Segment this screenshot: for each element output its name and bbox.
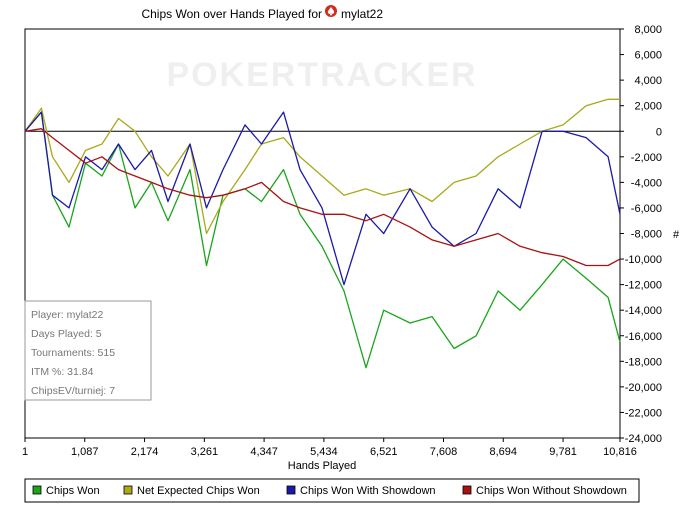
y-tick-label: -24,000 [625,433,662,445]
series-line-chips-won [24,111,621,369]
y-tick-label: -4,000 [631,177,662,189]
x-tick-label: 3,261 [191,446,219,458]
y-tick-label: 0 [656,126,662,138]
x-tick-label: 7,608 [430,446,458,458]
x-tick-label: 6,521 [370,446,398,458]
player-info-box: Player: mylat22 Days Played: 5 Tournamen… [24,300,152,401]
chart-title: Chips Won over Hands Played for [141,7,322,21]
legend-swatch [123,485,133,495]
x-axis: 1 1,087 2,174 3,261 4,347 5,434 6,521 7,608 8,69… [22,438,637,458]
spade-icon [325,5,337,17]
x-tick-label: 1 [22,446,28,458]
y-tick-label: -6,000 [631,203,662,215]
series-line-chips-won-without-showdown [24,128,621,267]
legend-label: Chips Won With Showdown [300,485,436,497]
x-tick-label: 10,816 [603,446,637,458]
series-line-net-expected-chips-won [24,98,620,235]
x-axis-label: Hands Played [288,460,357,472]
player-name: mylat22 [341,7,383,21]
y-tick-label: -12,000 [625,280,662,292]
y-tick-label: -18,000 [625,356,662,368]
x-tick-label: 2,174 [131,446,159,458]
legend: Chips Won Net Expected Chips Won Chips Won… [24,478,640,503]
legend-label: Chips Won Without Showdown [476,485,627,497]
x-tick-label: 5,434 [310,446,338,458]
info-player: Player: mylat22 [31,309,104,321]
y-axis-label: # [673,229,680,241]
series-line-chips-won-with-showdown [24,111,621,286]
x-tick-label: 4,347 [250,446,278,458]
legend-label: Net Expected Chips Won [137,485,260,497]
y-tick-label: -20,000 [625,382,662,394]
y-tick-label: -16,000 [625,331,662,343]
y-tick-label: 6,000 [634,50,662,62]
y-tick-label: -8,000 [631,229,662,241]
y-tick-label: -14,000 [625,305,662,317]
y-tick-label: 4,000 [634,75,662,87]
info-days-played: Days Played: 5 [31,328,102,340]
y-tick-label: -10,000 [625,254,662,266]
y-tick-label: -2,000 [631,152,662,164]
info-chipsev: ChipsEV/turniej: 7 [31,385,115,397]
y-axis: 8,000 6,000 4,000 2,000 0 -2,000 -4,000 -6,000 -… [620,24,662,445]
legend-swatch [286,485,296,495]
legend-label: Chips Won [46,485,100,497]
pokertracker-watermark: POKERTRACKER [166,56,477,94]
x-tick-label: 9,781 [549,446,577,458]
y-tick-label: -22,000 [625,407,662,419]
series-lines [24,98,621,369]
y-tick-label: 2,000 [634,101,662,113]
x-tick-label: 1,087 [71,446,99,458]
x-tick-label: 8,694 [489,446,517,458]
legend-swatch [32,485,42,495]
info-tournaments: Tournaments: 515 [31,347,115,359]
legend-swatch [462,485,472,495]
y-tick-label: 8,000 [634,24,662,36]
info-itm: ITM %: 31.84 [31,366,94,378]
